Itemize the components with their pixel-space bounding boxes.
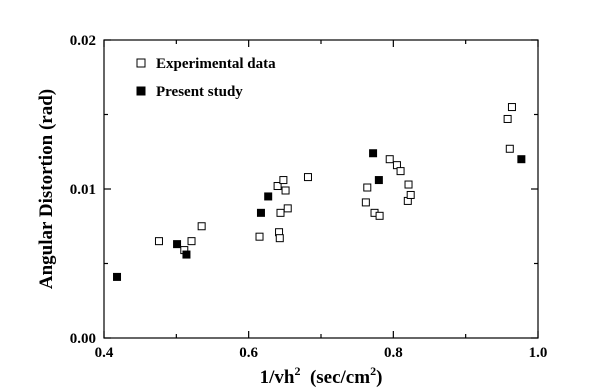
experimental-point: [154, 237, 163, 246]
x-axis-title-main: 1/vh: [260, 367, 295, 388]
legend-label-present: Present study: [156, 84, 243, 100]
x-axis-title-units: (sec/cm: [310, 367, 370, 388]
data-points: [113, 103, 526, 281]
experimental-point: [396, 167, 405, 176]
x-tick-label: 0.6: [239, 345, 258, 361]
present-study-point: [113, 272, 122, 281]
present-study-point: [264, 192, 273, 201]
y-axis-title: Angular Distortion (rad): [36, 89, 57, 289]
experimental-point: [385, 155, 394, 164]
experimental-point: [503, 114, 512, 123]
present-study-point: [173, 240, 182, 249]
experimental-point: [406, 190, 415, 199]
x-tick-label: 1.0: [529, 345, 548, 361]
present-study-point: [374, 176, 383, 185]
experimental-point: [303, 173, 312, 182]
experimental-point: [361, 198, 370, 207]
x-tick-label: 0.4: [95, 345, 114, 361]
legend: Experimental data Present study: [136, 56, 276, 100]
legend-marker-present: [136, 86, 146, 96]
y-tick-label: 0.00: [70, 331, 96, 347]
x-axis-title-units-close: ): [376, 367, 382, 388]
experimental-point: [255, 232, 264, 241]
experimental-point: [273, 182, 282, 191]
present-study-point: [256, 208, 265, 217]
experimental-point: [281, 186, 290, 195]
experimental-point: [363, 183, 372, 192]
experimental-point: [404, 180, 413, 189]
present-study-point: [182, 250, 191, 259]
y-tick-label: 0.01: [70, 182, 96, 198]
x-axis-title-units-sup: 2: [370, 364, 376, 378]
experimental-point: [505, 144, 514, 153]
x-axis-title-sup: 2: [294, 364, 300, 378]
legend-marker-experimental: [136, 58, 146, 68]
experimental-point: [507, 103, 516, 112]
x-tick-label: 0.8: [384, 345, 403, 361]
y-tick-label: 0.02: [70, 33, 96, 49]
legend-label-experimental: Experimental data: [156, 56, 276, 72]
axis-tick-labels: 0.4 0.6 0.8 1.0 0.00 0.01 0.02: [70, 33, 548, 361]
axis-ticks: [103, 39, 539, 339]
experimental-point: [187, 237, 196, 246]
experimental-point: [283, 204, 292, 213]
experimental-point: [276, 208, 285, 217]
present-study-point: [517, 155, 526, 164]
experimental-point: [375, 211, 384, 220]
experimental-point: [275, 234, 284, 243]
present-study-point: [369, 149, 378, 158]
x-axis-title: 1/vh2 (sec/cm2): [260, 364, 383, 388]
experimental-point: [279, 176, 288, 185]
experimental-point: [197, 222, 206, 231]
